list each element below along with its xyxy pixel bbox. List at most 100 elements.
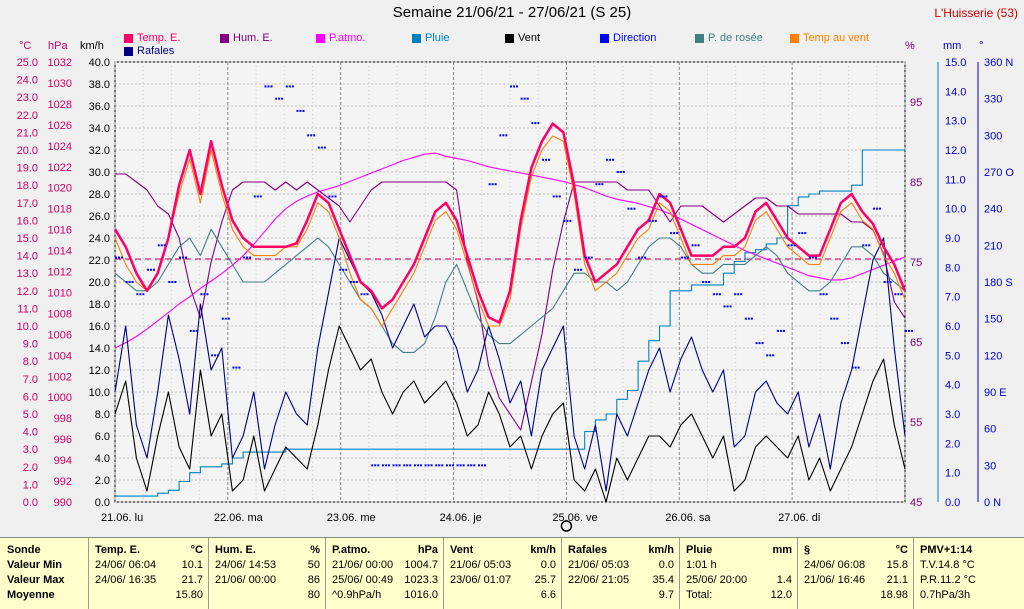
direction-point [619,171,622,173]
direction-point [633,207,636,210]
direction-point [409,464,412,467]
series-line-p-de-ros-e [114,228,906,353]
direction-point [345,268,348,271]
legend-item: Direction [600,32,656,44]
series-line-p-atmo- [114,152,906,349]
legend-item: Rafales [124,45,174,57]
direction-point [782,329,785,332]
legend-label: Direction [613,32,657,44]
temp-unit: °C [19,40,32,52]
direction-point [723,305,726,308]
dir-tick-label: 270 O [984,167,1014,179]
direction-point [779,329,782,332]
direction-point [374,464,377,467]
direction-point [323,146,326,149]
dir-tick-label: 180 S [984,277,1013,289]
direction-point [526,97,529,100]
direction-point [772,354,775,357]
direction-point [406,464,409,467]
rain-tick-label: 2.0 [945,438,960,450]
x-tick-label: 26.06. sa [665,512,711,524]
table-cell-unit: °C [190,544,203,556]
direction-point [171,281,174,283]
temp-tick-label: 3.0 [23,444,38,456]
wind-tick-label: 26.0 [89,211,110,223]
temp-tick-label: 19.0 [17,163,38,175]
legend-swatch [695,33,704,43]
wind-tick-label: 16.0 [89,321,110,333]
direction-point [612,158,615,161]
direction-point [740,293,743,296]
direction-point [755,342,758,345]
table-cell-mean-val: 12.0 [770,589,792,601]
legend-swatch [790,33,799,43]
wind-tick-label: 8.0 [95,409,110,421]
wind-tick-label: 38.0 [89,79,110,91]
direction-point [384,464,387,467]
direction-point [894,293,897,296]
press-tick-label: 1030 [48,78,72,90]
dir-tick-label: 240 [984,204,1002,216]
series-line-rafales [114,237,906,492]
wind-tick-label: 32.0 [89,145,110,157]
legend-label: Pluie [425,32,450,44]
direction-point [905,329,907,332]
press-tick-label: 996 [54,434,72,446]
direction-point [441,464,444,467]
hum-tick-label: 85 [910,177,922,189]
direction-point [153,268,156,271]
direction-point [878,207,881,210]
direction-point [683,256,686,259]
press-tick-label: 1026 [48,120,72,132]
temp-tick-label: 11.0 [17,303,38,315]
direction-point [499,134,502,137]
direction-point [886,281,889,283]
direction-point [851,366,854,369]
direction-point [734,293,737,296]
direction-point [505,134,508,137]
direction-point [349,281,352,283]
series-line-hum-e- [115,173,906,431]
table-cell-unit: % [310,544,320,556]
table-cell-max-date: 25/06/ 20:00 [686,574,748,586]
temp-tick-label: 23.0 [17,92,38,104]
wind-tick-label: 24.0 [89,233,110,245]
temp-tick-label: 22.0 [17,110,38,122]
direction-point [580,268,583,271]
table-cell-max-val: 1023.3 [404,574,438,586]
direction-point [537,122,540,125]
table-cell-mean-label: Total: [686,589,713,601]
direction-point [371,464,374,467]
direction-point [825,293,828,296]
direction-point [256,195,259,198]
direction-point [462,464,465,467]
direction-point [883,281,886,283]
pmv-line3: 0.7hPa/3h [920,589,971,601]
table-cell-mean-val: 1016.0 [404,589,438,601]
rain-tick-label: 3.0 [945,409,960,421]
table-column: Rafales km/h 21/06/ 05:03 0.0 22/06/ 21:05 35… [561,538,680,609]
direction-point [718,293,721,296]
table-cell-mean-label: ^0.9hPa/h [332,589,382,601]
press-tick-label: 1012 [48,267,72,279]
hum-tick-label: 95 [910,97,922,109]
wind-tick-label: 4.0 [95,453,110,465]
dir-tick-label: 330 [984,94,1002,106]
direction-point [502,134,505,137]
wind-tick-label: 22.0 [89,255,110,267]
direction-point [381,464,384,467]
direction-point [160,244,163,247]
direction-point [416,464,419,467]
direction-point [339,268,342,271]
direction-point [662,195,665,198]
temp-tick-label: 14.0 [17,251,38,263]
direction-point [424,464,427,467]
temp-tick-label: 15.0 [17,233,38,245]
dir-tick-label: 30 [984,460,996,472]
direction-point [569,219,572,222]
table-cell-min-date: 24/06/ 14:53 [215,559,277,571]
direction-point [587,256,590,259]
hum-tick-label: 65 [910,337,922,349]
pmv-header: PMV+1:14 [920,544,973,556]
table-cell-mean-val: 80 [307,589,320,601]
